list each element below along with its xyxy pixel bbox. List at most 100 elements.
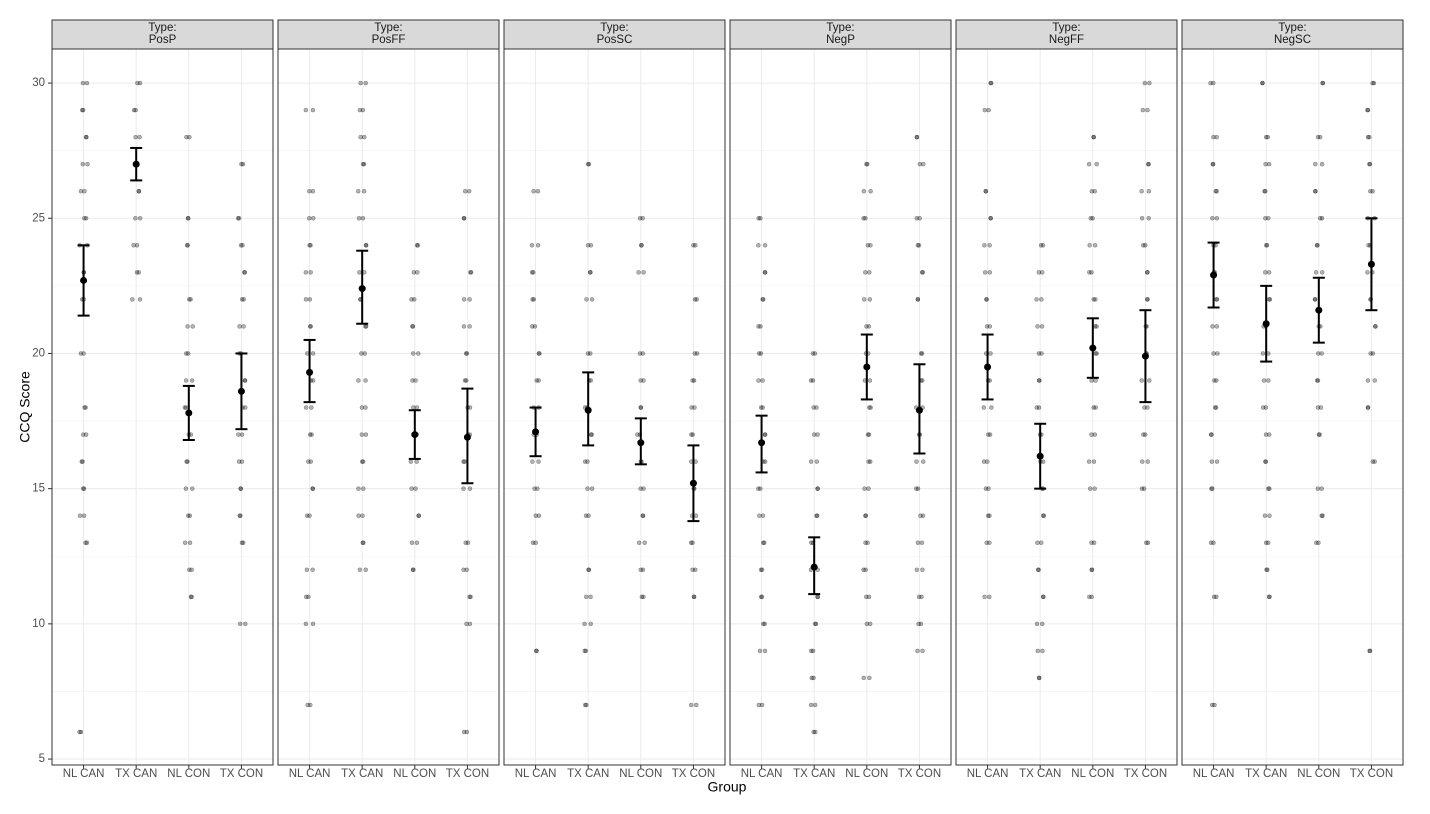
data-point bbox=[303, 621, 309, 627]
data-point bbox=[80, 161, 86, 167]
x-tick-label: TX CON bbox=[1124, 768, 1167, 780]
data-point bbox=[987, 594, 992, 600]
data-point bbox=[464, 351, 470, 356]
data-point bbox=[409, 540, 415, 545]
data-point bbox=[412, 297, 417, 302]
data-point bbox=[1040, 243, 1046, 248]
data-point bbox=[360, 513, 365, 518]
data-point bbox=[236, 432, 241, 437]
data-point bbox=[1089, 594, 1094, 600]
data-point bbox=[189, 378, 195, 383]
data-point bbox=[309, 432, 314, 437]
data-point bbox=[411, 270, 417, 275]
data-point bbox=[689, 405, 694, 410]
data-point bbox=[586, 161, 592, 167]
data-point bbox=[137, 216, 143, 221]
data-point bbox=[813, 729, 818, 735]
data-point bbox=[1265, 540, 1271, 545]
strip-label: PosSC bbox=[597, 34, 633, 46]
data-point bbox=[641, 486, 646, 491]
data-point bbox=[1039, 351, 1044, 356]
data-point bbox=[464, 378, 469, 383]
data-point bbox=[1041, 513, 1047, 518]
data-point bbox=[919, 351, 925, 356]
strip-label: Type: bbox=[1278, 22, 1306, 34]
data-point bbox=[811, 675, 816, 681]
data-point bbox=[188, 297, 193, 302]
data-point bbox=[760, 297, 765, 302]
data-point bbox=[1092, 243, 1098, 248]
data-point bbox=[185, 324, 190, 329]
data-point bbox=[1089, 540, 1094, 545]
data-point bbox=[308, 270, 313, 275]
mean-point bbox=[463, 433, 471, 441]
data-point bbox=[1091, 459, 1097, 464]
data-point bbox=[812, 621, 818, 627]
data-point bbox=[865, 161, 870, 167]
data-point bbox=[1210, 161, 1216, 167]
data-point bbox=[1144, 297, 1150, 302]
data-point bbox=[1036, 567, 1041, 573]
data-point bbox=[309, 405, 314, 410]
data-point bbox=[84, 80, 90, 86]
panel-background bbox=[278, 49, 499, 765]
data-point bbox=[531, 188, 536, 194]
data-point bbox=[812, 702, 818, 708]
data-point bbox=[532, 486, 537, 491]
x-tick-label: NL CON bbox=[167, 768, 210, 780]
data-point bbox=[585, 351, 591, 356]
data-point bbox=[468, 270, 474, 275]
data-point bbox=[1315, 351, 1321, 356]
data-point bbox=[1089, 270, 1094, 275]
data-point bbox=[917, 216, 922, 221]
data-point bbox=[919, 540, 925, 545]
data-point bbox=[536, 459, 541, 464]
data-point bbox=[1365, 378, 1371, 383]
data-point bbox=[1145, 270, 1150, 275]
data-point bbox=[356, 513, 361, 518]
x-tick-label: TX CAN bbox=[1019, 768, 1061, 780]
data-point bbox=[982, 243, 987, 248]
data-point bbox=[133, 134, 138, 140]
data-point bbox=[1212, 702, 1217, 708]
data-point bbox=[360, 540, 366, 545]
data-point bbox=[760, 378, 765, 383]
data-point bbox=[1373, 324, 1378, 329]
data-point bbox=[691, 594, 697, 600]
data-point bbox=[1312, 297, 1318, 302]
data-point bbox=[303, 297, 309, 302]
data-point bbox=[310, 486, 315, 491]
data-point bbox=[757, 513, 762, 518]
data-point bbox=[1262, 270, 1268, 275]
data-point bbox=[414, 243, 420, 248]
data-point bbox=[355, 188, 361, 194]
data-point bbox=[530, 297, 535, 302]
data-point bbox=[359, 351, 364, 356]
data-point bbox=[814, 405, 819, 410]
data-point bbox=[981, 459, 987, 464]
data-point bbox=[1145, 161, 1151, 167]
data-point bbox=[636, 540, 642, 545]
data-point bbox=[1214, 459, 1220, 464]
data-point bbox=[415, 243, 421, 248]
data-point bbox=[862, 486, 867, 491]
data-point bbox=[134, 243, 140, 248]
data-point bbox=[137, 134, 142, 140]
data-point bbox=[238, 486, 244, 491]
data-point bbox=[693, 702, 699, 708]
data-point bbox=[1209, 432, 1214, 437]
data-point bbox=[640, 513, 646, 518]
data-point bbox=[866, 486, 871, 491]
data-point bbox=[1319, 513, 1325, 518]
x-tick-label: TX CON bbox=[1350, 768, 1393, 780]
data-point bbox=[1040, 594, 1046, 600]
data-point bbox=[1210, 324, 1215, 329]
data-point bbox=[239, 432, 245, 437]
data-point bbox=[1087, 486, 1093, 491]
data-point bbox=[413, 378, 418, 383]
data-point bbox=[410, 324, 416, 329]
data-point bbox=[866, 459, 871, 464]
data-point bbox=[589, 432, 594, 437]
data-point bbox=[1210, 216, 1215, 221]
data-point bbox=[1372, 459, 1377, 464]
